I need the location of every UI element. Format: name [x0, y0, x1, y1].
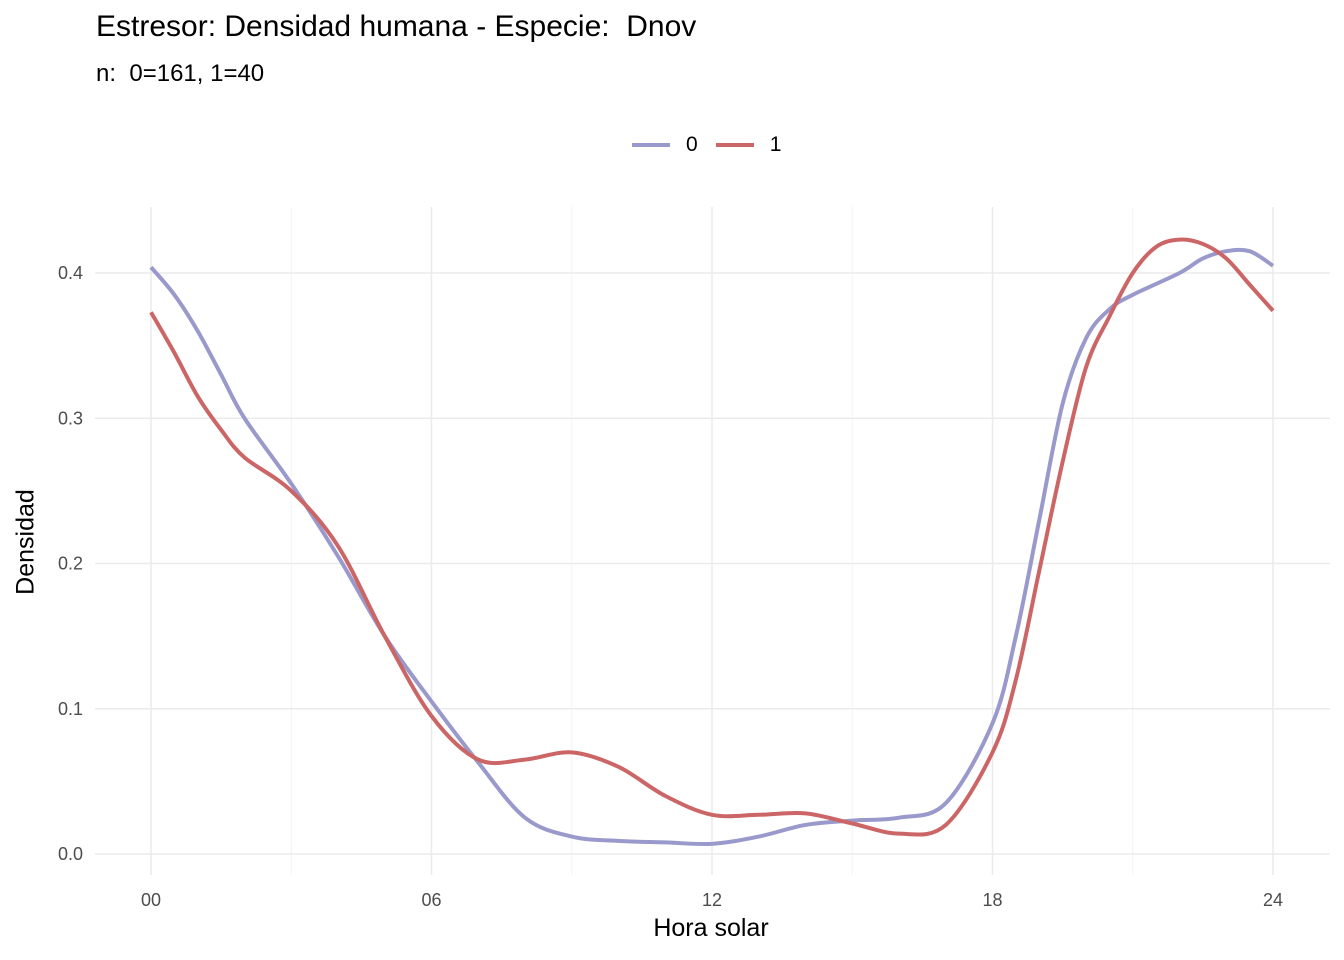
legend: 0 1: [632, 130, 799, 160]
y-tick-label: 0.1: [58, 699, 83, 719]
x-tick-label: 12: [702, 890, 722, 910]
x-tick-label: 00: [141, 890, 161, 910]
legend-label-1: 1: [769, 133, 782, 156]
legend-label-0: 0: [686, 133, 698, 156]
legend-item-0: 0: [632, 133, 698, 157]
legend-swatch-0: [632, 143, 670, 147]
y-tick-label: 0.0: [58, 844, 83, 864]
chart-title: Estresor: Densidad humana - Especie: Dno…: [96, 10, 697, 43]
y-axis-label: Densidad: [11, 489, 40, 595]
chart-subtitle: n: 0=161, 1=40: [96, 60, 265, 87]
x-tick-label: 06: [421, 890, 441, 910]
y-tick-label: 0.2: [58, 554, 83, 574]
series-line-1: [149, 237, 1275, 837]
x-tick-label: 24: [1263, 890, 1283, 910]
legend-item-1: 1: [715, 133, 782, 157]
y-tick-label: 0.4: [58, 263, 83, 283]
x-axis-label: Hora solar: [653, 914, 769, 942]
y-tick-label: 0.3: [58, 408, 83, 428]
x-tick-label: 18: [982, 890, 1002, 910]
legend-swatch-1: [715, 143, 754, 147]
